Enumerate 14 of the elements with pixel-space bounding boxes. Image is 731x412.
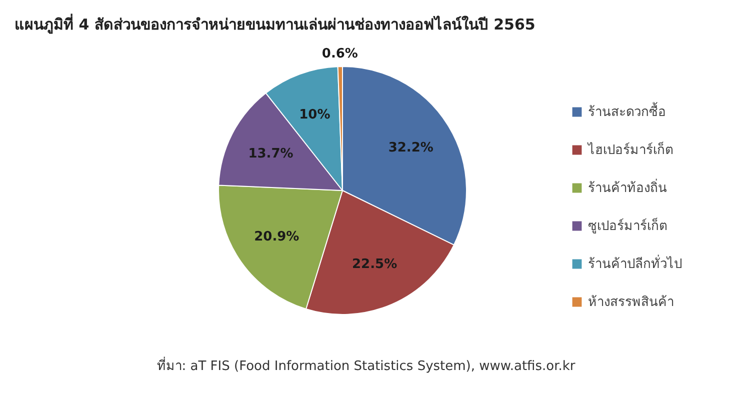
data-label: 20.9%: [254, 229, 300, 244]
legend-label: ร้านค้าปลีกทั่วไป: [588, 254, 682, 274]
chart-title: แผนภูมิที่ 4 สัดส่วนของการจำหน่ายขนมทานเล่นผ่านช่องทางออฟไลน์ในปี 2565: [14, 14, 536, 34]
data-label: 13.7%: [248, 146, 294, 162]
legend-label: ห้างสรรพสินค้า: [588, 294, 674, 312]
legend-label: ซูเปอร์มาร์เก็ต: [588, 216, 667, 236]
data-label: 0.6%: [322, 46, 358, 62]
legend-label: ร้านค้าท้องถิ่น: [588, 178, 667, 198]
legend-label: ร้านสะดวกซื้อ: [588, 101, 666, 122]
data-label: 10%: [299, 107, 330, 122]
data-label: 32.2%: [388, 140, 434, 156]
legend-label: ไฮเปอร์มาร์เก็ต: [588, 140, 673, 160]
data-label: 22.5%: [352, 256, 398, 272]
text: ที่มา: aT FIS (Food Information Statistics System), www.atfis.or.kr: [156, 357, 576, 374]
